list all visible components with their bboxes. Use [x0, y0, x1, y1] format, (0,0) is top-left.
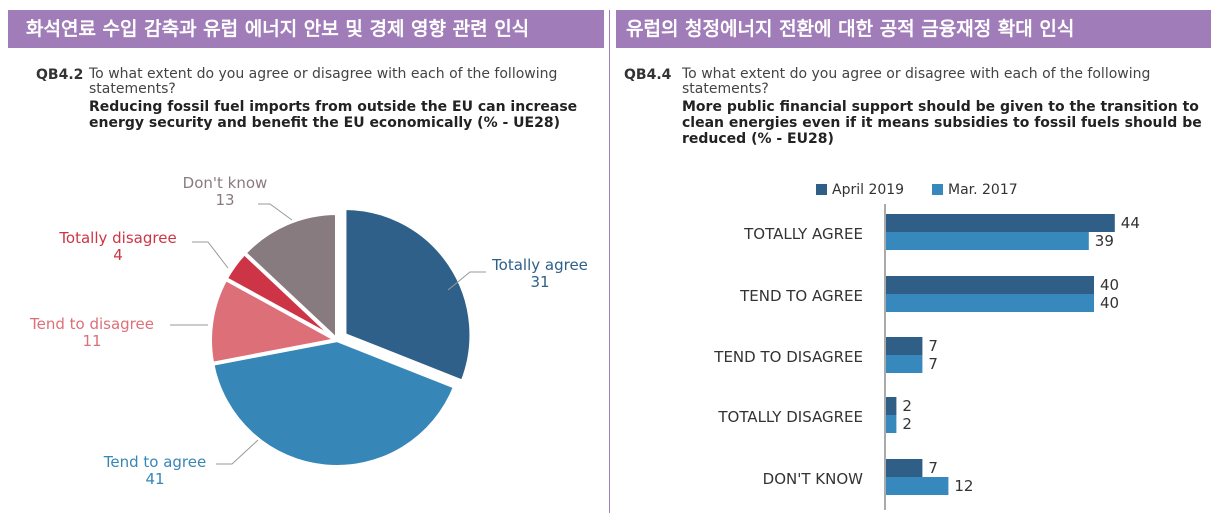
bar-value-april-2019-totally-agree: 44	[1121, 214, 1140, 232]
bar-mar-2017-totally-disagree	[886, 415, 897, 433]
category-label-tend-to-disagree: TEND TO DISAGREE	[713, 348, 863, 366]
left-statement: Reducing fossil fuel imports from outsid…	[89, 99, 578, 131]
bar-april-2019-totally-disagree	[886, 397, 897, 415]
left-question-code: QB4.2	[36, 67, 84, 83]
legend-swatch-mar-2017	[932, 184, 943, 195]
pie-label-totally-agree: Totally agree	[491, 256, 588, 274]
bar-mar-2017-tend-to-disagree	[886, 355, 923, 373]
pie-leader-line	[192, 241, 229, 269]
category-label-totally-agree: TOTALLY AGREE	[743, 225, 863, 243]
right-question-text: To what extent do you agree or disagree …	[682, 66, 1151, 97]
pie-label-tend-to-disagree: Tend to disagree	[29, 315, 154, 333]
pie-value-tend-to-agree: 41	[145, 470, 164, 488]
bar-mar-2017-totally-agree	[886, 232, 1089, 250]
pie-label-totally-disagree: Totally disagree	[58, 229, 176, 247]
bar-chart: April 2019 Mar. 2017 TOTALLY AGREE 44 39 TEND…	[713, 182, 1140, 510]
pie-leader-line	[216, 439, 259, 465]
bar-value-april-2019-tend-to-disagree: 7	[928, 337, 938, 355]
bar-april-2019-tend-to-disagree	[886, 337, 923, 355]
category-label-tend-to-agree: TEND TO AGREE	[739, 287, 863, 305]
legend-swatch-april-2019	[816, 184, 827, 195]
right-question-code: QB4.4	[624, 67, 672, 83]
legend-label-april-2019: April 2019	[832, 182, 904, 198]
bar-mar-2017-don-t-know	[886, 477, 949, 495]
pie-value-tend-to-disagree: 11	[82, 332, 101, 350]
left-panel-banner: 화석연료 수입 감축과 유럽 에너지 안보 및 경제 영향 관련 인식	[8, 10, 604, 48]
right-statement: More public financial support should be …	[682, 99, 1202, 147]
pie-leader-line	[258, 203, 293, 221]
pie-slice-tend-to-agree	[210, 338, 458, 469]
legend-label-mar-2017: Mar. 2017	[948, 182, 1018, 198]
bar-mar-2017-tend-to-agree	[886, 294, 1094, 312]
bar-april-2019-tend-to-agree	[886, 276, 1094, 294]
pie-value-totally-agree: 31	[530, 273, 549, 291]
pie-label-tend-to-agree: Tend to agree	[103, 453, 206, 471]
bar-value-mar-2017-totally-agree: 39	[1095, 232, 1114, 250]
pie-slice-tend-to-disagree	[208, 276, 339, 366]
panel-divider	[609, 10, 610, 513]
pie-slice-don-t-know	[242, 211, 339, 342]
pie-slice-totally-agree	[342, 205, 474, 384]
bar-value-mar-2017-totally-disagree: 2	[902, 415, 912, 433]
category-label-totally-disagree: TOTALLY DISAGREE	[717, 408, 863, 426]
bar-value-april-2019-tend-to-agree: 40	[1100, 276, 1119, 294]
right-panel-banner: 유럽의 청정에너지 전환에 대한 공적 금융재정 확대 인식	[616, 10, 1211, 48]
pie-leader-line	[447, 271, 486, 291]
bar-value-april-2019-totally-disagree: 2	[902, 397, 912, 415]
pie-label-don-t-know: Don't know	[183, 174, 268, 192]
bar-value-mar-2017-tend-to-agree: 40	[1100, 294, 1119, 312]
bar-april-2019-don-t-know	[886, 459, 923, 477]
bar-value-mar-2017-tend-to-disagree: 7	[928, 355, 938, 373]
pie-value-totally-disagree: 4	[113, 246, 123, 264]
bar-value-mar-2017-don-t-know: 12	[954, 477, 973, 495]
pie-value-don-t-know: 13	[215, 191, 234, 209]
category-label-don-t-know: DON'T KNOW	[763, 470, 863, 488]
left-question-text: To what extent do you agree or disagree …	[89, 66, 558, 97]
bar-april-2019-totally-agree	[886, 214, 1115, 232]
bar-value-april-2019-don-t-know: 7	[928, 459, 938, 477]
